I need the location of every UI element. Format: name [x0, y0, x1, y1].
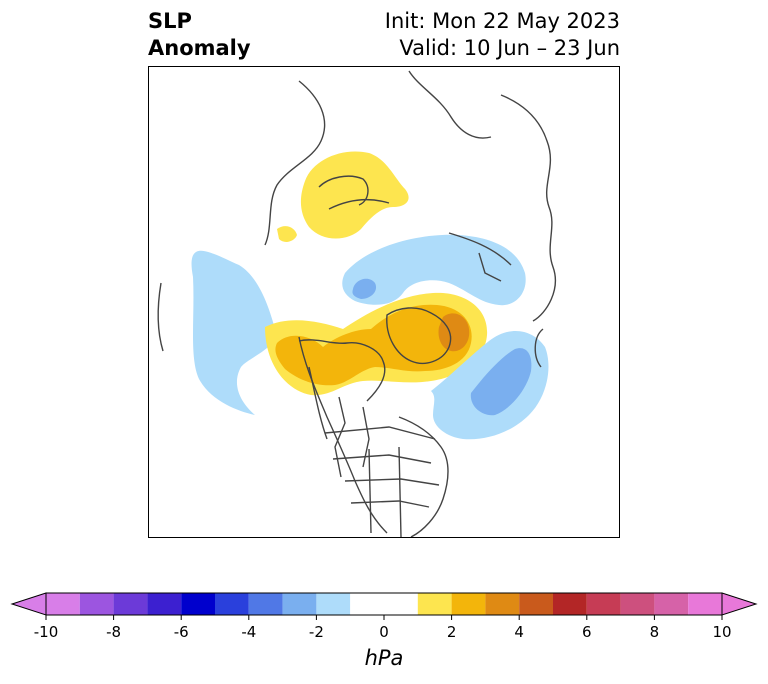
colorbar-tick-label: 8	[650, 623, 660, 641]
colorbar-tick-label: 6	[582, 623, 592, 641]
colorbar-bin-7	[282, 593, 317, 615]
title-line-2: Anomaly	[148, 36, 251, 60]
colorbar-extend-high	[721, 592, 758, 616]
colorbar-bin-9	[350, 593, 418, 615]
colorbar-bin-16	[620, 593, 655, 615]
colorbar-bin-4	[181, 593, 215, 615]
colorbar-graphic: -10 -8 -6 -4 -2 0 2 4 6 8 10	[10, 592, 758, 641]
colorbar-bin-18	[688, 593, 722, 615]
colorbar-extend-low	[10, 592, 47, 616]
colorbar-bin-17	[654, 593, 689, 615]
colorbar-bin-6	[248, 593, 283, 615]
colorbar-tick-label: -10	[34, 623, 59, 641]
colorbar-tick-label: -2	[309, 623, 324, 641]
colorbar-tick-label: -6	[174, 623, 189, 641]
colorbar-tick-label: -4	[241, 623, 256, 641]
coastline-outlines	[157, 70, 557, 537]
map-title: SLP Anomaly	[148, 8, 251, 62]
colorbar-bin-2	[113, 593, 148, 615]
colorbar-tick-label: 10	[712, 623, 731, 641]
colorbar-bin-1	[79, 593, 114, 615]
colorbar-tick-label: 2	[447, 623, 457, 641]
anomaly-region-siberia-low	[342, 234, 526, 306]
date-info: Init: Mon 22 May 2023 Valid: 10 Jun – 23…	[385, 8, 620, 62]
colorbar-bin-11	[451, 593, 486, 615]
colorbar-bin-10	[417, 593, 452, 615]
map-panel	[148, 66, 620, 538]
colorbar-bin-13	[519, 593, 553, 615]
colorbar-bin-5	[215, 593, 249, 615]
init-date: Init: Mon 22 May 2023	[384, 9, 620, 33]
colorbar: -10 -8 -6 -4 -2 0 2 4 6 8 10	[0, 586, 768, 684]
valid-date: Valid: 10 Jun – 23 Jun	[399, 36, 620, 60]
anomaly-region-atlantic-low	[431, 330, 549, 440]
colorbar-tick-label: 0	[379, 623, 389, 641]
anomaly-region-pacific-low	[191, 250, 276, 415]
anomaly-region-russia-high	[277, 151, 409, 242]
anomaly-region-greenland-high	[265, 292, 488, 396]
title-line-1: SLP	[148, 9, 192, 33]
colorbar-tick-label: 4	[514, 623, 524, 641]
colorbar-bin-0	[46, 593, 80, 615]
colorbar-bin-3	[147, 593, 182, 615]
colorbar-bin-14	[553, 593, 587, 615]
colorbar-bin-15	[586, 593, 621, 615]
colorbar-bin-12	[485, 593, 520, 615]
anomaly-map	[157, 70, 557, 537]
colorbar-tick-label: -8	[106, 623, 121, 641]
colorbar-unit: hPa	[364, 646, 404, 670]
colorbar-bin-8	[316, 593, 351, 615]
